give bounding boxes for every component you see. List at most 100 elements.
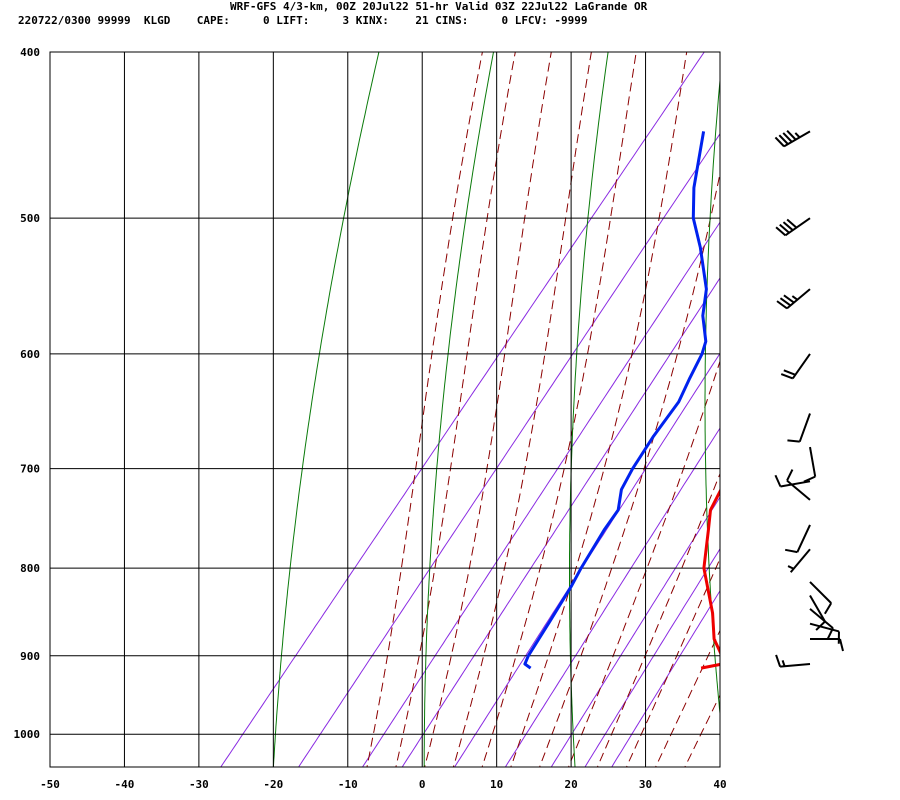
moist-adiabat-line bbox=[366, 52, 483, 767]
dry-adiabat-line bbox=[272, 52, 380, 767]
temperature-tick-label: -20 bbox=[263, 778, 283, 791]
wind-barb-half bbox=[791, 295, 798, 301]
pressure-tick-label: 600 bbox=[20, 348, 40, 361]
wind-barb-full bbox=[787, 439, 800, 443]
wind-barb-half bbox=[781, 660, 786, 667]
wind-barb bbox=[809, 622, 840, 644]
wind-barb-full bbox=[775, 654, 782, 667]
sounding-profiles bbox=[523, 131, 720, 670]
dry-adiabat-line bbox=[423, 52, 495, 767]
mixing-ratio-line bbox=[298, 132, 720, 767]
wind-barb bbox=[776, 288, 811, 310]
moist-adiabat-line bbox=[567, 359, 720, 767]
wind-barb-full bbox=[774, 136, 785, 148]
wind-barb bbox=[787, 548, 811, 573]
wind-barb-full bbox=[839, 638, 844, 652]
wind-barb-staff bbox=[809, 594, 826, 622]
wind-barb-full bbox=[784, 548, 798, 554]
mixing-ratio-line bbox=[584, 547, 720, 767]
wind-barb-staff bbox=[791, 353, 811, 380]
pressure-tick-label: 700 bbox=[20, 463, 40, 476]
mixing-ratio-line bbox=[611, 589, 720, 767]
wind-barb bbox=[809, 608, 834, 640]
moist-adiabat-line bbox=[395, 52, 516, 767]
mixing-ratio-line bbox=[550, 496, 720, 767]
wind-barb-full bbox=[776, 300, 788, 310]
wind-barb bbox=[810, 638, 844, 652]
wind-barb bbox=[787, 413, 811, 443]
wind-barb bbox=[774, 130, 811, 148]
wind-barb bbox=[775, 654, 811, 668]
chart-header: WRF-GFS 4/3-km, 00Z 20Jul22 51-hr Valid … bbox=[0, 0, 900, 32]
wind-barb-full bbox=[779, 297, 792, 307]
wind-barb-staff bbox=[784, 217, 811, 237]
wind-barb-half bbox=[794, 132, 801, 139]
moist-adiabat-line bbox=[452, 52, 592, 767]
wind-barb-staff bbox=[809, 608, 834, 629]
temperature-tick-label: 40 bbox=[713, 778, 726, 791]
wind-barb-full bbox=[782, 132, 793, 143]
temperature-tick-label: 30 bbox=[639, 778, 652, 791]
temperature-tick-labels: -50 -40 -30 -20 -10 0 10 20 30 40 bbox=[40, 778, 727, 791]
wind-barb-staff bbox=[798, 413, 811, 443]
sounding-indices-line: 220722/0300 99999 KLGD CAPE: 0 LIFT: 3 K… bbox=[18, 14, 588, 27]
wind-barb bbox=[809, 581, 833, 615]
mixing-ratio-line bbox=[504, 427, 720, 767]
wind-barb-staff bbox=[809, 581, 832, 604]
moist-adiabat-line bbox=[625, 557, 720, 767]
wind-barb-full bbox=[815, 620, 826, 631]
temperature-tick-label: 20 bbox=[564, 778, 577, 791]
wind-barb-full bbox=[786, 218, 798, 229]
temperature-tick-label: -10 bbox=[338, 778, 358, 791]
moist-adiabat-line bbox=[539, 171, 720, 767]
wind-barb-full bbox=[823, 602, 833, 615]
pressure-tick-label: 500 bbox=[20, 212, 40, 225]
wind-barb bbox=[775, 217, 811, 237]
wind-barb-full bbox=[786, 469, 794, 482]
wind-barb-full bbox=[803, 475, 816, 483]
wind-barb-full bbox=[778, 134, 789, 145]
pressure-tick-labels: 400 500 600 700 800 900 1000 bbox=[14, 46, 41, 741]
moist-adiabat-line bbox=[510, 52, 688, 767]
wind-barb-full bbox=[786, 130, 797, 141]
moist-adiabat-line bbox=[655, 629, 720, 767]
mixing-ratio-line bbox=[454, 352, 720, 767]
wind-barbs bbox=[774, 130, 844, 668]
moist-adiabat-line bbox=[481, 52, 637, 767]
pressure-tick-label: 900 bbox=[20, 650, 40, 663]
mixing-ratio-line bbox=[401, 277, 720, 767]
wind-barb bbox=[780, 353, 811, 380]
wind-barb-full bbox=[783, 369, 796, 376]
pressure-tick-label: 800 bbox=[20, 562, 40, 575]
mixing-ratio-line bbox=[220, 52, 705, 767]
wind-barb-staff bbox=[783, 130, 811, 148]
wind-barb-staff bbox=[796, 524, 811, 553]
moist-adiabat-line bbox=[424, 52, 552, 767]
chart-title: WRF-GFS 4/3-km, 00Z 20Jul22 51-hr Valid … bbox=[230, 0, 648, 13]
temperature-tick-label: -50 bbox=[40, 778, 60, 791]
dry-adiabat-line bbox=[832, 43, 878, 775]
wind-barb-staff bbox=[789, 548, 811, 573]
pressure-tick-label: 1000 bbox=[14, 728, 41, 741]
mixing-ratio-lines bbox=[220, 52, 720, 767]
wind-barb bbox=[803, 446, 817, 483]
temperature-tick-label: -40 bbox=[115, 778, 135, 791]
temperature-tick-label: 10 bbox=[490, 778, 503, 791]
wind-barb-staff bbox=[780, 663, 811, 668]
wind-barb-staff bbox=[809, 446, 817, 477]
wind-barb-full bbox=[779, 223, 790, 234]
wind-barb-full bbox=[826, 627, 834, 640]
temperature-tick-label: 0 bbox=[419, 778, 426, 791]
wind-barb-staff bbox=[786, 288, 811, 310]
wind-barb-staff bbox=[809, 622, 840, 633]
wind-barb-full bbox=[783, 294, 795, 304]
temperature-tick-label: -30 bbox=[189, 778, 209, 791]
moist-adiabat-line bbox=[596, 472, 720, 767]
wind-barb-full bbox=[782, 221, 794, 231]
pressure-tick-label: 400 bbox=[20, 46, 40, 59]
moist-adiabat-lines bbox=[366, 52, 720, 767]
dewpoint-profile-line bbox=[523, 131, 708, 670]
wind-barb-full bbox=[774, 474, 782, 487]
wind-barb-full bbox=[780, 373, 794, 380]
